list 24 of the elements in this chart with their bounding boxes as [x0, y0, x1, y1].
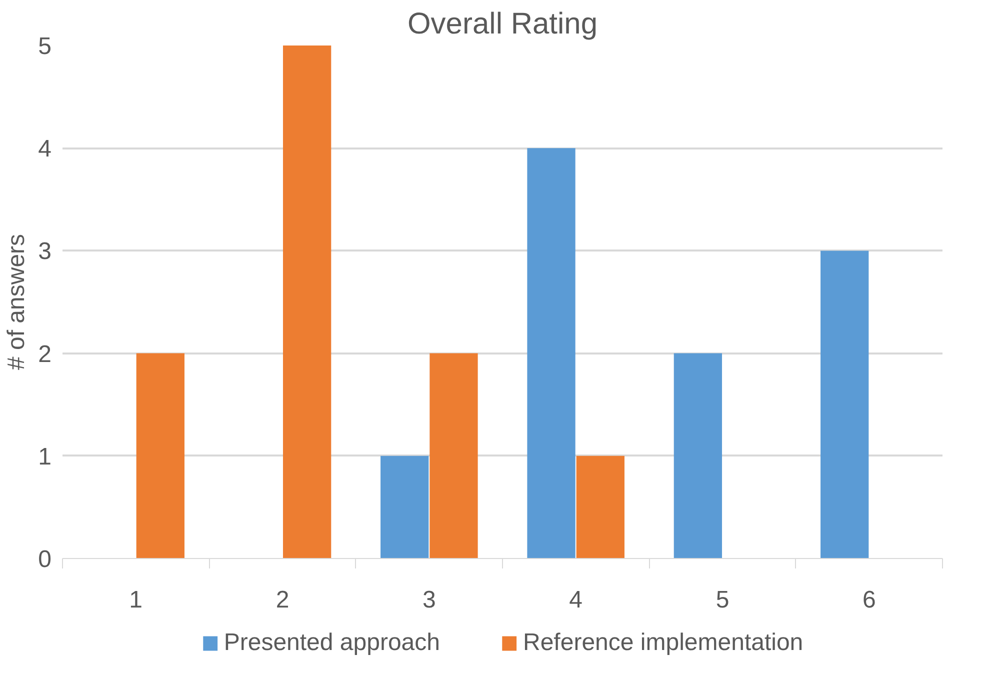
legend-label: Reference implementation	[523, 628, 804, 656]
bar	[527, 148, 576, 558]
bar	[576, 456, 624, 558]
x-tick-label: 2	[276, 586, 290, 614]
y-tick-label: 5	[38, 33, 52, 60]
x-tick-label: 3	[422, 586, 436, 614]
y-tick-label: 1	[38, 443, 52, 470]
x-tick-label: 4	[569, 586, 583, 614]
x-tick-label: 5	[716, 586, 730, 614]
bar	[380, 456, 429, 558]
y-tick-label: 0	[38, 546, 52, 573]
x-tick-label: 6	[862, 586, 876, 614]
x-tick-label: 1	[129, 586, 143, 614]
legend-label: Presented approach	[224, 628, 440, 656]
bar	[430, 353, 478, 558]
y-tick-label: 4	[38, 136, 52, 163]
bar	[282, 46, 332, 558]
y-axis-title: # of answers	[3, 234, 30, 370]
y-tick-label: 2	[38, 340, 52, 368]
y-tick-label: 3	[38, 238, 52, 266]
bar	[136, 353, 184, 558]
bar	[820, 250, 869, 558]
bar	[674, 353, 722, 558]
chart-title: Overall Rating	[407, 8, 598, 40]
